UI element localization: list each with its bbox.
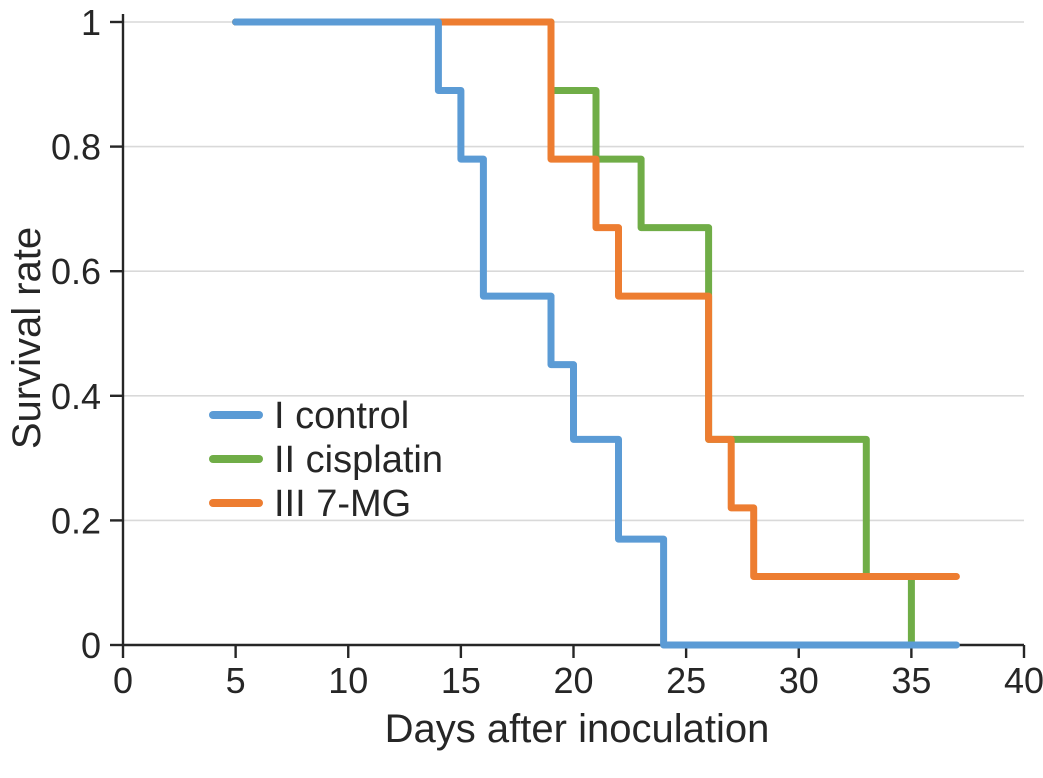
x-axis-title: Days after inoculation <box>385 707 770 751</box>
axes <box>110 14 1026 658</box>
x-tick-label: 15 <box>441 660 481 701</box>
x-tick-label: 30 <box>779 660 819 701</box>
gridlines <box>123 21 1024 522</box>
x-tick-label: 0 <box>113 660 133 701</box>
legend-label: III 7-MG <box>274 483 411 525</box>
series-line-iii-7-mg <box>232 18 960 580</box>
legend-item: I control <box>209 395 409 437</box>
x-tick-label: 10 <box>328 660 368 701</box>
y-tick-label: 1 <box>81 2 101 43</box>
x-tick-label: 25 <box>666 660 706 701</box>
x-tick-label: 5 <box>226 660 246 701</box>
legend-item: II cisplatin <box>209 439 443 481</box>
x-tick-label: 35 <box>891 660 931 701</box>
y-tick-label: 0.4 <box>51 376 101 417</box>
legend-label: I control <box>274 395 409 437</box>
legend-label: II cisplatin <box>274 439 443 481</box>
tick-labels: 00.20.40.60.810 5 10 15 20 25 30 35 40 <box>51 2 1043 701</box>
x-tick-label: 40 <box>1004 660 1043 701</box>
y-tick-label: 0.2 <box>51 500 101 541</box>
series-lines <box>232 18 960 649</box>
y-tick-label: 0.8 <box>51 127 101 168</box>
y-tick-label: 0.6 <box>51 251 101 292</box>
legend-item: III 7-MG <box>209 483 411 525</box>
series-line-i-control <box>232 18 960 649</box>
y-tick-label: 0 <box>81 625 101 666</box>
series-line-ii-cisplatin <box>232 18 915 649</box>
x-tick-label: 20 <box>553 660 593 701</box>
y-axis-title: Survival rate <box>5 227 49 449</box>
